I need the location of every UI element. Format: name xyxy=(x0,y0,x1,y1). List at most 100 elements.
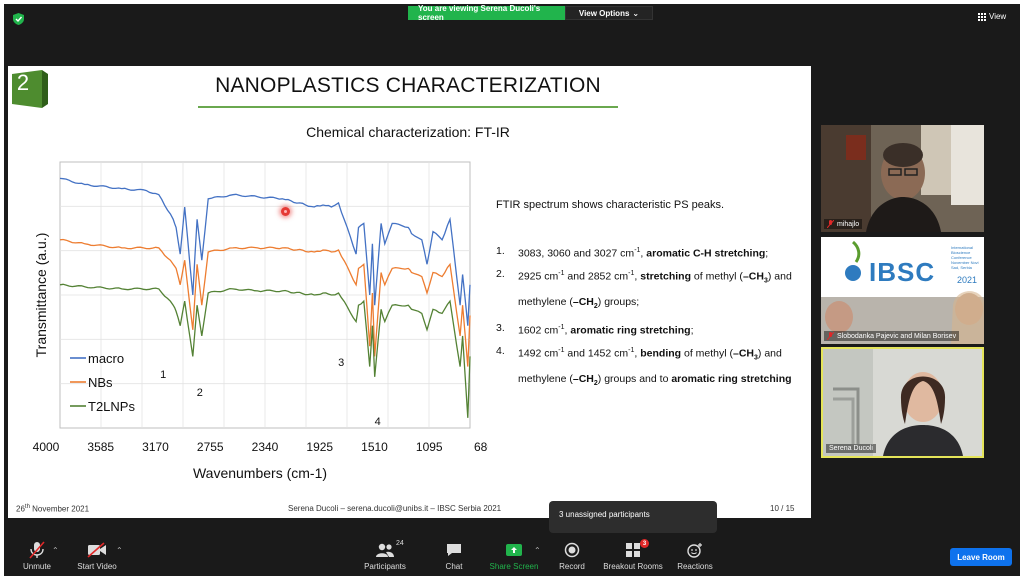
participant-video-slobodanka-milan xyxy=(821,237,984,344)
ftir-peak-number: 1. xyxy=(496,245,505,257)
share-screen-label: Share Screen xyxy=(489,562,539,571)
start-video-label: Start Video xyxy=(77,562,117,571)
ibsc-logo: IBSC xyxy=(869,257,935,288)
series-line-nbs xyxy=(59,238,471,367)
x-tick-label: 1925 xyxy=(306,440,333,454)
series-line-t2lnps xyxy=(59,283,471,418)
breakout-rooms-icon xyxy=(626,543,640,557)
muted-mic-icon xyxy=(827,220,834,228)
x-tick-label: 1095 xyxy=(416,440,443,454)
y-axis-label: Transmittance (a.u.) xyxy=(33,233,49,358)
x-tick-label: 2340 xyxy=(252,440,279,454)
footer-date: 26th November 2021 xyxy=(16,504,89,514)
participant-name: mihajlo xyxy=(837,220,860,228)
share-screen-icon xyxy=(506,544,522,556)
chat-icon xyxy=(447,544,461,556)
footer-date-day: 26 xyxy=(16,504,25,514)
participants-count: 24 xyxy=(396,540,404,547)
footer-author: Serena Ducoli – serena.ducoli@unibs.it –… xyxy=(288,504,502,513)
muted-mic-icon xyxy=(827,332,834,340)
participants-label: Participants xyxy=(364,562,406,571)
view-options-button[interactable]: View Options ⌄ xyxy=(565,6,653,20)
footer-date-rest: November 2021 xyxy=(29,504,90,514)
ftir-peak-item: 2. 2925 cm-1 and 2852 cm-1, stretching of… xyxy=(496,264,796,318)
reactions-button[interactable]: Reactions xyxy=(675,540,715,571)
ftir-intro-text: FTIR spectrum shows characteristic PS pe… xyxy=(496,199,725,211)
unmute-button[interactable]: Unmute xyxy=(18,540,56,571)
legend-label: T2LNPs xyxy=(88,399,135,414)
leave-room-button[interactable]: Leave Room xyxy=(950,548,1012,566)
video-options-caret[interactable]: ⌃ xyxy=(116,546,123,555)
participant-name: Serena Ducoli xyxy=(829,445,873,452)
series-line-macro xyxy=(59,177,471,326)
shared-screen-slide: 2 NANOPLASTICS CHARACTERIZATION Chemical… xyxy=(8,66,811,518)
breakout-rooms-button[interactable]: Breakout Rooms xyxy=(602,540,664,571)
ftir-peak-text: 2925 cm-1 and 2852 cm-1, stretching of m… xyxy=(518,270,792,311)
record-label: Record xyxy=(559,562,585,571)
chevron-down-icon: ⌄ xyxy=(632,8,640,18)
video-off-icon xyxy=(87,542,106,558)
viewing-text: You are viewing Serena Ducoli's screen xyxy=(408,4,565,22)
breakout-rooms-badge: 3 xyxy=(640,539,649,548)
participant-video-mihajlo xyxy=(821,125,984,232)
video-tile-slobodanka-milan[interactable]: IBSC International Bioscience Conference… xyxy=(821,237,984,344)
record-icon xyxy=(564,542,580,558)
participant-label: mihajlo xyxy=(824,219,863,229)
breakout-rooms-label: Breakout Rooms xyxy=(603,562,663,571)
title-underline xyxy=(198,106,618,108)
ibsc-logo-year: 2021 xyxy=(957,275,978,285)
muted-mic-icon xyxy=(29,541,45,559)
laser-pointer xyxy=(281,207,290,216)
participant-label: Slobodanka Pajevic and Milan Borisev xyxy=(824,331,960,341)
x-axis-label: Wavenumbers (cm-1) xyxy=(193,465,327,481)
ftir-peak-item: 3. 1602 cm-1, aromatic ring stretching; xyxy=(496,318,796,341)
record-button[interactable]: Record xyxy=(556,540,588,571)
reactions-icon xyxy=(687,543,702,558)
start-video-button[interactable]: Start Video xyxy=(74,540,120,571)
meeting-toolbar: Unmute ⌃ Start Video ⌃ Participants 24 C… xyxy=(4,536,1020,576)
ftir-peak-text: 1602 cm-1, aromatic ring stretching; xyxy=(518,323,694,337)
ftir-peak-number: 4. xyxy=(496,344,505,357)
participants-button[interactable]: Participants xyxy=(362,540,408,571)
zoom-window: You are viewing Serena Ducoli's screen V… xyxy=(4,4,1020,576)
legend-label: macro xyxy=(88,351,124,366)
ftir-peak-text: 3083, 3060 and 3027 cm-1, aromatic C-H s… xyxy=(518,247,769,260)
footer-page-number: 10 / 15 xyxy=(770,504,795,513)
video-tile-mihajlo[interactable]: mihajlo xyxy=(821,125,984,232)
x-tick-label: 3585 xyxy=(87,440,114,454)
peak-annotation: 4 xyxy=(375,416,381,428)
audio-options-caret[interactable]: ⌃ xyxy=(52,546,59,555)
reactions-label: Reactions xyxy=(677,562,713,571)
share-options-caret[interactable]: ⌃ xyxy=(534,546,541,555)
legend-label: NBs xyxy=(88,375,113,390)
peak-annotation: 2 xyxy=(197,387,203,399)
x-tick-label: 4000 xyxy=(33,440,60,454)
ibsc-logo-text: IBSC xyxy=(869,257,936,287)
x-tick-label: 1510 xyxy=(361,440,388,454)
ftir-peak-item: 1. 3083, 3060 and 3027 cm-1, aromatic C-H… xyxy=(496,241,796,264)
shield-icon[interactable] xyxy=(13,13,24,25)
x-tick-label: 680 xyxy=(474,440,488,454)
participants-icon xyxy=(376,543,394,557)
share-screen-button[interactable]: Share Screen xyxy=(488,540,540,571)
slide-title: NANOPLASTICS CHARACTERIZATION xyxy=(215,74,601,97)
x-tick-label: 3170 xyxy=(142,440,169,454)
participant-video-serena xyxy=(823,349,982,456)
participant-name: Slobodanka Pajevic and Milan Borisev xyxy=(837,332,957,340)
chat-label: Chat xyxy=(445,562,463,571)
chat-button[interactable]: Chat xyxy=(441,540,467,571)
peak-annotation: 3 xyxy=(338,357,344,369)
peak-annotation: 1 xyxy=(160,369,166,381)
view-options-label: View Options xyxy=(578,8,630,18)
view-layout-button[interactable]: View xyxy=(978,12,1006,21)
ftir-peak-item: 4. 1492 cm-1 and 1452 cm-1, bending of me… xyxy=(496,341,796,395)
slide-number: 2 xyxy=(16,70,30,95)
participant-label: Serena Ducoli xyxy=(826,444,876,453)
ibsc-logo-subtitle: International Bioscience Conference Nove… xyxy=(951,245,979,270)
video-tile-serena-ducoli[interactable]: Serena Ducoli xyxy=(821,347,984,458)
ftir-peak-number: 3. xyxy=(496,321,505,334)
unassigned-participants-tooltip: 3 unassigned participants xyxy=(549,501,717,533)
ftir-peak-list: 1. 3083, 3060 and 3027 cm-1, aromatic C-H… xyxy=(496,241,796,394)
grid-icon xyxy=(978,12,986,21)
x-tick-label: 2755 xyxy=(197,440,224,454)
